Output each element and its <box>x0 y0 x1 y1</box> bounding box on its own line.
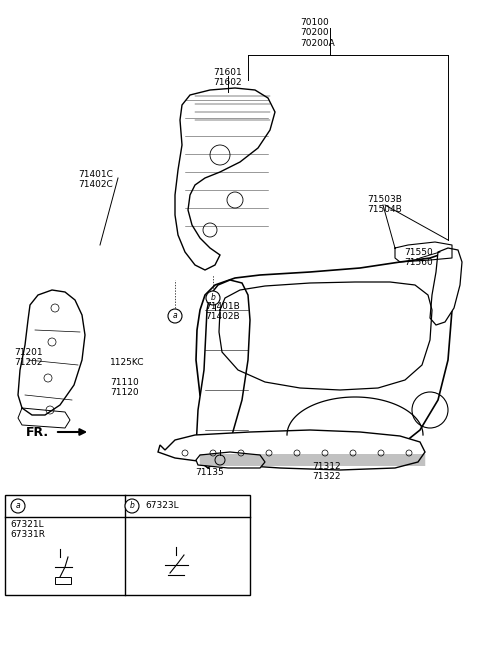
Text: 70100
70200
70200A: 70100 70200 70200A <box>300 18 335 48</box>
Polygon shape <box>430 248 462 325</box>
Text: 71401B
71402B: 71401B 71402B <box>205 302 240 321</box>
Polygon shape <box>175 88 275 270</box>
Bar <box>5 495 250 595</box>
Polygon shape <box>158 430 425 470</box>
Polygon shape <box>196 452 265 468</box>
Text: 71110
71120: 71110 71120 <box>110 378 139 397</box>
Text: 71601
71602: 71601 71602 <box>213 68 242 87</box>
Circle shape <box>125 499 139 513</box>
Text: 71401C
71402C: 71401C 71402C <box>78 170 113 189</box>
Text: 71201
71202: 71201 71202 <box>14 348 43 367</box>
Text: 71550
71560: 71550 71560 <box>404 248 433 267</box>
Polygon shape <box>196 280 250 468</box>
Text: a: a <box>173 311 177 321</box>
Circle shape <box>206 291 220 305</box>
Text: 1125KC: 1125KC <box>110 358 144 367</box>
Text: FR.: FR. <box>26 426 49 438</box>
Bar <box>55 577 71 584</box>
Text: 71135: 71135 <box>195 468 224 477</box>
Text: b: b <box>130 501 134 510</box>
Circle shape <box>11 499 25 513</box>
Polygon shape <box>18 290 85 415</box>
Text: 67321L
67331R: 67321L 67331R <box>10 520 45 539</box>
Text: 67323L: 67323L <box>145 501 179 510</box>
Text: 71503B
71504B: 71503B 71504B <box>367 195 402 214</box>
Text: b: b <box>211 294 216 302</box>
Text: a: a <box>16 501 20 510</box>
Polygon shape <box>196 252 452 462</box>
Text: 71312
71322: 71312 71322 <box>312 462 341 482</box>
Circle shape <box>168 309 182 323</box>
